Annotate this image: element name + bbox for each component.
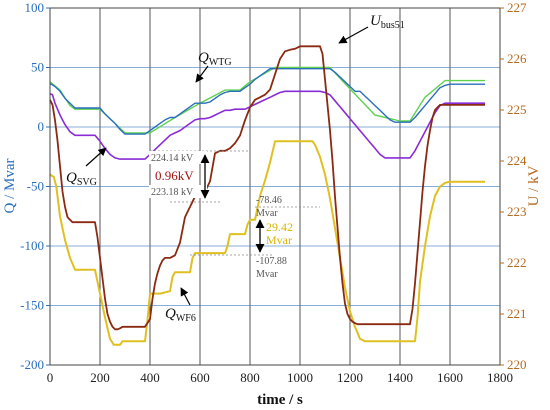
annotation-q-low-unit: Mvar <box>256 269 278 280</box>
series-line-q-green <box>49 66 485 134</box>
y-axis-left-title: Q / Mvar <box>2 159 18 214</box>
series-line-u-bus <box>49 45 485 331</box>
annotation-q-delta-value: 29.42 <box>266 220 293 234</box>
x-tick-label-400: 400 <box>140 370 160 385</box>
x-tick-label-800: 800 <box>240 370 260 385</box>
y-right-tick-label-221: 221 <box>507 306 527 321</box>
x-tick-label-1600: 1600 <box>437 370 463 385</box>
label-q-wtg: QWTG <box>198 50 232 68</box>
y-left-tick-label--200: -200 <box>20 357 44 372</box>
y-right-tick-label-223: 223 <box>507 204 527 219</box>
series-line-q-blue <box>50 67 485 135</box>
label-q-wtg-main: Q <box>198 50 209 66</box>
label-q-svg-sub: SVG <box>77 177 97 188</box>
y-right-tick-label-220: 220 <box>507 357 527 372</box>
y-left-tick-label-100: 100 <box>25 0 45 15</box>
y-left-tick-label--150: -150 <box>20 298 44 313</box>
u-low-box <box>149 185 207 198</box>
label-u-bus: Ubus51 <box>370 13 405 31</box>
u-high-box <box>149 151 207 164</box>
annotation-q-high-value: -78.46 <box>256 195 282 206</box>
annotation-q-high-unit: Mvar <box>256 208 278 219</box>
x-tick-label-600: 600 <box>190 370 210 385</box>
label-q-wtg-sub: WTG <box>209 57 232 68</box>
ticks: 0 200 400 600 800 1000 1200 1400 1600 1800100500-… <box>20 0 527 385</box>
y-left-tick-label-50: 50 <box>31 60 44 75</box>
label-u-bus-main: U <box>370 13 382 29</box>
arrow-q-svg <box>85 147 107 167</box>
x-tick-label-1800: 1800 <box>487 370 513 385</box>
series-line-q-svg <box>49 90 485 160</box>
x-tick-label-1200: 1200 <box>337 370 363 385</box>
y-left-tick-label-0: 0 <box>38 119 45 134</box>
series-line-q-wf6 <box>49 140 485 346</box>
series-group <box>49 45 485 346</box>
x-tick-label-0: 0 <box>47 370 54 385</box>
annotation-u-high: 224.14 kV <box>151 153 194 164</box>
label-q-svg-main: Q <box>66 170 77 186</box>
y-right-tick-label-224: 224 <box>507 153 527 168</box>
y-right-tick-label-226: 226 <box>507 51 527 66</box>
arrow-u-bus <box>338 26 369 44</box>
label-u-bus-sub: bus51 <box>381 20 405 31</box>
y-right-tick-label-227: 227 <box>507 0 527 15</box>
annotation-q-low-value: -107.88 <box>256 256 287 267</box>
y-left-tick-label--50: -50 <box>27 179 44 194</box>
y-right-tick-label-222: 222 <box>507 255 527 270</box>
y-right-tick-label-225: 225 <box>507 102 527 117</box>
x-axis-title: time / s <box>257 392 303 408</box>
y-axis-right-title: U / kV <box>526 165 542 206</box>
annotation-u-delta: 0.96kV <box>155 168 194 183</box>
annotation-q-delta-unit: Mvar <box>266 233 292 247</box>
x-tick-label-1000: 1000 <box>287 370 313 385</box>
annotation-u-low: 223.18 kV <box>151 187 194 198</box>
arrow-q-wtg <box>195 65 209 83</box>
label-q-wf6-main: Q <box>165 306 176 322</box>
label-q-wf6-sub: WF6 <box>176 313 196 324</box>
label-q-svg: QSVG <box>66 170 97 188</box>
y-left-tick-label--100: -100 <box>20 238 44 253</box>
label-q-wf6: QWF6 <box>165 306 196 324</box>
x-tick-label-200: 200 <box>90 370 110 385</box>
arrow-q-wf6 <box>180 287 191 306</box>
x-tick-label-1400: 1400 <box>387 370 413 385</box>
